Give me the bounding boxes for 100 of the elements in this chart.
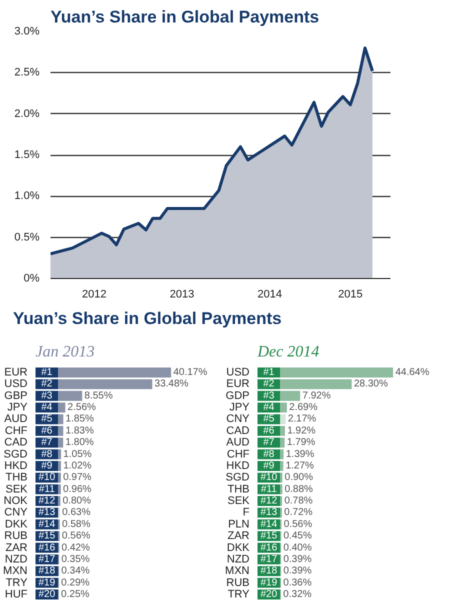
data-label: 40.17%: [173, 367, 208, 378]
y-tick-label: SEK: [227, 495, 250, 508]
data-label: 0.56%: [284, 518, 312, 530]
annotation: #7: [41, 437, 53, 448]
annotation: #3: [41, 390, 53, 402]
chart-subtitle: Jan 2013: [36, 344, 95, 360]
data-label: 33.48%: [154, 378, 189, 390]
y-tick-label: AUD: [226, 436, 250, 449]
y-tick-label: NZD: [226, 553, 250, 566]
data-label: 0.56%: [62, 530, 90, 542]
y-tick-label: HUF: [4, 588, 28, 600]
y-tick-label: AUD: [4, 413, 28, 426]
chart-subtitle: Dec 2014: [256, 344, 320, 360]
y-tick-label: USD: [4, 378, 28, 390]
data-label: 0.96%: [63, 484, 92, 495]
data-label: 1.80%: [65, 437, 94, 448]
data-label: 0.35%: [61, 554, 90, 565]
y-tick-label: CNY: [226, 413, 250, 426]
annotation: #15: [260, 530, 278, 542]
data-label: 0.58%: [62, 518, 90, 530]
data-label: 0.45%: [283, 530, 312, 542]
y-tick-label: JPY: [7, 402, 28, 414]
data-label: 1.05%: [63, 448, 92, 460]
data-label: 28.30%: [354, 378, 388, 390]
annotation: #1: [263, 367, 275, 378]
data-label: 0.39%: [283, 554, 312, 565]
data-label: 0.88%: [284, 484, 314, 495]
annotation: #6: [41, 425, 53, 436]
bar: [280, 414, 286, 424]
y-tick-label: PLN: [228, 518, 250, 530]
data-label: 0.32%: [283, 588, 312, 600]
data-label: 0.80%: [62, 496, 92, 507]
annotation: #16: [38, 542, 56, 554]
x-tick-label: 2015: [338, 288, 363, 300]
y-tick-label: USD: [226, 366, 250, 379]
data-label: 0.97%: [63, 472, 92, 484]
y-tick-label: ZAR: [6, 542, 28, 554]
y-tick-label: 3.0%: [14, 26, 40, 38]
y-tick-label: HKD: [226, 460, 250, 472]
annotation: #19: [260, 577, 278, 588]
data-label: 44.64%: [395, 367, 430, 378]
data-label: 2.69%: [289, 402, 318, 414]
y-tick-label: DKK: [226, 542, 250, 554]
y-tick-label: 2.0%: [14, 108, 40, 120]
annotation: #20: [260, 588, 278, 600]
y-tick-label: 0%: [24, 272, 40, 284]
annotation: #5: [41, 414, 53, 425]
data-label: 1.02%: [63, 460, 92, 472]
y-tick-label: CAD: [4, 436, 28, 449]
y-tick-label: MXN: [3, 565, 28, 578]
annotation: #1: [41, 367, 53, 378]
y-tick-label: EUR: [4, 366, 28, 379]
annotation: #13: [38, 507, 56, 518]
data-label: 0.29%: [61, 577, 90, 588]
y-tick-label: SGD: [4, 448, 28, 460]
data-label: 1.85%: [66, 414, 94, 425]
y-tick-label: NZD: [4, 553, 28, 566]
x-tick-label: 2013: [170, 288, 194, 300]
data-label: 0.36%: [283, 577, 312, 588]
data-label: 2.17%: [288, 414, 316, 425]
data-label: 0.25%: [61, 588, 90, 600]
chart-title: Yuan’s Share in Global Payments: [13, 308, 282, 330]
data-label: 1.83%: [66, 425, 94, 436]
annotation: #18: [260, 566, 278, 577]
annotation: #17: [38, 554, 56, 565]
y-tick-label: RUB: [4, 530, 28, 542]
data-label: 0.63%: [62, 507, 91, 518]
annotation: #4: [41, 402, 53, 414]
annotation: #2: [263, 378, 275, 390]
data-label: 0.42%: [62, 542, 90, 554]
annotation: #12: [260, 496, 278, 507]
data-label: 0.90%: [284, 472, 314, 484]
y-tick-label: GDP: [226, 390, 250, 402]
annotation: #6: [263, 425, 275, 436]
annotation: #9: [41, 460, 53, 472]
annotation: #11: [260, 484, 278, 495]
annotation: #12: [38, 496, 56, 507]
y-tick-label: CAD: [226, 424, 250, 437]
data-label: 1.39%: [286, 448, 314, 460]
x-tick-label: 2014: [258, 288, 282, 300]
annotation: #5: [263, 414, 275, 425]
y-tick-label: F: [242, 506, 250, 519]
y-tick-label: 2.5%: [14, 66, 40, 79]
y-tick-label: THB: [6, 472, 28, 484]
annotation: #7: [263, 437, 275, 448]
data-label: 7.92%: [302, 390, 331, 402]
annotation: #4: [263, 402, 275, 414]
annotation: #3: [263, 390, 275, 402]
annotation: #8: [263, 448, 275, 460]
annotation: #2: [41, 378, 53, 390]
annotation: #15: [38, 530, 56, 542]
annotation: #20: [38, 588, 56, 600]
data-label: 0.78%: [284, 496, 313, 507]
data-label: 8.55%: [84, 390, 113, 402]
y-tick-label: CNY: [4, 506, 28, 519]
annotation: #8: [41, 448, 53, 460]
annotation: #13: [260, 507, 278, 518]
chart-title: Yuan’s Share in Global Payments: [50, 8, 320, 26]
y-tick-label: SEK: [5, 483, 28, 496]
annotation: #14: [38, 518, 56, 530]
